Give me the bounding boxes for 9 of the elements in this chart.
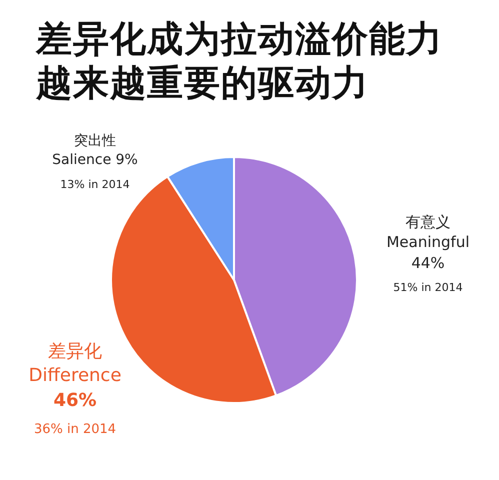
text: 13% in 2014	[59, 178, 131, 193]
data-label: 44%	[410, 252, 446, 273]
data-label: 46%	[52, 388, 98, 413]
slice-label: 差异化 Difference	[28, 340, 122, 388]
slice-label: 突出性 Salience 9%	[52, 132, 138, 170]
text: 51% in 2014	[392, 280, 464, 296]
slice-label: 有意义 Meaningful	[386, 212, 470, 252]
text: 36% in 2014	[32, 420, 118, 438]
chart-title: 差异化成为拉动溢价能力越来越重要的驱动力	[36, 18, 444, 106]
